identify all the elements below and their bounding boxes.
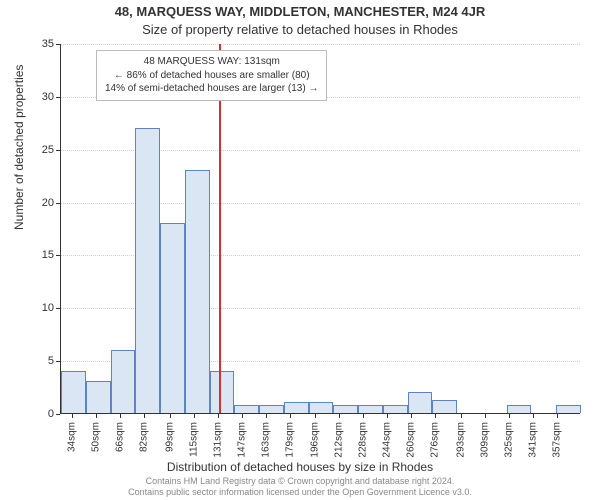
gridline <box>61 44 580 45</box>
x-tick-label: 325sqm <box>503 422 514 458</box>
histogram-bar <box>432 400 457 413</box>
x-tick-mark <box>485 414 486 418</box>
histogram-bar <box>284 402 309 413</box>
x-tick-label: 309sqm <box>479 422 490 458</box>
x-tick-label: 50sqm <box>91 422 102 452</box>
x-tick-label: 115sqm <box>188 422 199 457</box>
x-tick-label: 293sqm <box>455 422 466 458</box>
x-tick-mark <box>218 414 219 418</box>
x-tick-mark <box>96 414 97 418</box>
histogram-bar <box>160 223 185 413</box>
x-axis-label: Distribution of detached houses by size … <box>0 460 600 474</box>
x-tick-label: 82sqm <box>139 422 150 452</box>
x-tick-mark <box>194 414 195 418</box>
x-tick-mark <box>266 414 267 418</box>
x-tick-label: 244sqm <box>382 422 393 458</box>
histogram-bar <box>333 405 358 413</box>
x-tick-mark <box>435 414 436 418</box>
y-tick-label: 10 <box>4 302 54 314</box>
annotation-line: 14% of semi-detached houses are larger (… <box>105 82 318 96</box>
x-tick-label: 147sqm <box>236 422 247 458</box>
x-tick-label: 276sqm <box>430 422 441 458</box>
x-tick-mark <box>533 414 534 418</box>
y-tick-label: 20 <box>4 197 54 209</box>
x-tick-label: 357sqm <box>551 422 562 458</box>
histogram-bar <box>135 128 160 413</box>
x-tick-mark <box>339 414 340 418</box>
plot-area: 48 MARQUESS WAY: 131sqm← 86% of detached… <box>60 44 580 414</box>
y-tick-label: 35 <box>4 38 54 50</box>
title-line2: Size of property relative to detached ho… <box>0 22 600 37</box>
x-tick-mark <box>242 414 243 418</box>
annotation-line: ← 86% of detached houses are smaller (80… <box>105 69 318 83</box>
x-tick-mark <box>363 414 364 418</box>
annotation-box: 48 MARQUESS WAY: 131sqm← 86% of detached… <box>96 50 327 101</box>
x-tick-label: 341sqm <box>527 422 538 458</box>
histogram-bar <box>86 381 111 413</box>
x-tick-mark <box>144 414 145 418</box>
chart-container: 48, MARQUESS WAY, MIDDLETON, MANCHESTER,… <box>0 0 600 500</box>
x-tick-mark <box>509 414 510 418</box>
x-tick-label: 163sqm <box>260 422 271 458</box>
x-tick-mark <box>557 414 558 418</box>
title-line1: 48, MARQUESS WAY, MIDDLETON, MANCHESTER,… <box>0 4 600 19</box>
x-tick-label: 212sqm <box>334 422 345 458</box>
x-tick-mark <box>72 414 73 418</box>
histogram-bar <box>309 402 334 413</box>
x-tick-mark <box>461 414 462 418</box>
histogram-bar <box>383 405 408 413</box>
x-tick-mark <box>170 414 171 418</box>
histogram-bar <box>111 350 136 413</box>
y-tick-label: 5 <box>4 355 54 367</box>
x-tick-mark <box>290 414 291 418</box>
x-tick-mark <box>315 414 316 418</box>
histogram-bar <box>259 405 284 413</box>
histogram-bar <box>210 371 235 413</box>
x-tick-label: 131sqm <box>212 422 223 458</box>
x-tick-mark <box>411 414 412 418</box>
x-tick-label: 260sqm <box>406 422 417 458</box>
footer-line1: Contains HM Land Registry data © Crown c… <box>146 476 455 486</box>
footer-line2: Contains public sector information licen… <box>128 487 472 497</box>
y-tick-label: 15 <box>4 249 54 261</box>
histogram-bar <box>61 371 86 413</box>
x-tick-label: 196sqm <box>310 422 321 458</box>
x-tick-label: 66sqm <box>115 422 126 452</box>
histogram-bar <box>408 392 433 413</box>
histogram-bar <box>556 405 581 413</box>
histogram-bar <box>358 405 383 413</box>
y-tick-label: 0 <box>4 408 54 420</box>
x-tick-label: 179sqm <box>284 422 295 458</box>
x-tick-label: 34sqm <box>67 422 78 452</box>
histogram-bar <box>234 405 259 413</box>
x-tick-mark <box>120 414 121 418</box>
y-tick-label: 30 <box>4 91 54 103</box>
x-tick-label: 99sqm <box>164 422 175 452</box>
histogram-bar <box>185 170 210 413</box>
histogram-bar <box>507 405 532 413</box>
y-tick-mark <box>56 414 60 415</box>
x-tick-label: 228sqm <box>358 422 369 458</box>
y-tick-label: 25 <box>4 144 54 156</box>
annotation-line: 48 MARQUESS WAY: 131sqm <box>105 55 318 69</box>
footer-attribution: Contains HM Land Registry data © Crown c… <box>0 476 600 498</box>
x-tick-mark <box>387 414 388 418</box>
